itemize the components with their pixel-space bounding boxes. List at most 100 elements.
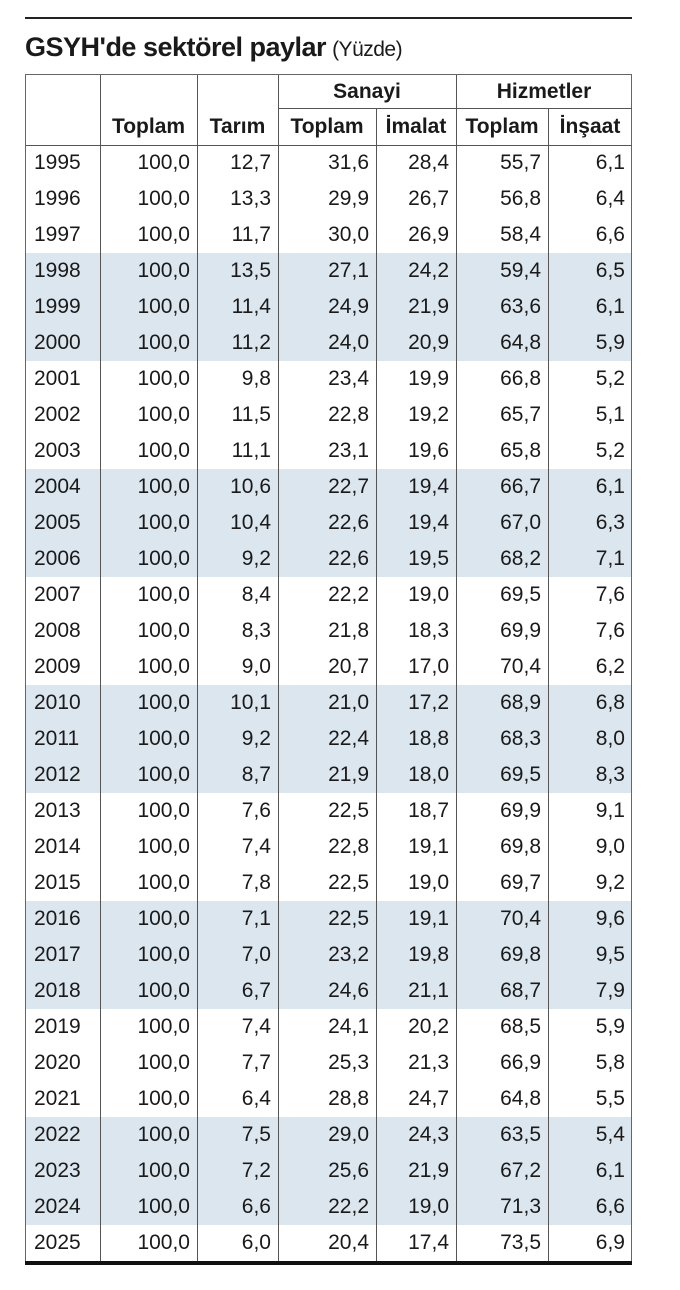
year-cell: 1997 (34, 223, 81, 246)
value-cell: 21,1 (408, 979, 449, 1002)
value-cell: 23,2 (328, 943, 369, 966)
column-rule (278, 75, 279, 1261)
value-cell: 17,2 (408, 691, 449, 714)
value-cell: 68,7 (500, 979, 541, 1002)
value-cell: 22,5 (328, 871, 369, 894)
year-cell: 2006 (34, 547, 81, 570)
year-cell: 2001 (34, 367, 81, 390)
value-cell: 6,8 (595, 691, 625, 714)
value-cell: 21,9 (328, 763, 369, 786)
value-cell: 6,3 (595, 511, 625, 534)
value-cell: 68,5 (500, 1015, 541, 1038)
value-cell: 6,0 (241, 1231, 271, 1254)
value-cell: 70,4 (500, 907, 541, 930)
value-cell: 22,2 (328, 1195, 369, 1218)
value-cell: 11,2 (231, 331, 271, 354)
group-header: Hizmetler (496, 80, 592, 103)
value-cell: 69,8 (500, 943, 541, 966)
value-cell: 100,0 (137, 763, 190, 786)
value-cell: 20,9 (408, 331, 449, 354)
value-cell: 29,0 (328, 1123, 369, 1146)
value-cell: 6,4 (241, 1087, 271, 1110)
value-cell: 69,5 (500, 763, 541, 786)
value-cell: 6,2 (595, 655, 625, 678)
value-cell: 18,7 (408, 799, 449, 822)
value-cell: 100,0 (137, 835, 190, 858)
value-cell: 65,7 (500, 403, 541, 426)
value-cell: 100,0 (137, 907, 190, 930)
value-cell: 17,0 (408, 655, 449, 678)
row-stripe (26, 685, 631, 721)
value-cell: 6,1 (595, 151, 625, 174)
value-cell: 71,3 (500, 1195, 541, 1218)
value-cell: 8,3 (595, 763, 625, 786)
value-cell: 17,4 (408, 1231, 449, 1254)
value-cell: 21,0 (328, 691, 369, 714)
value-cell: 64,8 (500, 331, 541, 354)
year-cell: 2016 (34, 907, 81, 930)
value-cell: 100,0 (137, 475, 190, 498)
value-cell: 6,1 (595, 1159, 625, 1182)
value-cell: 6,6 (241, 1195, 271, 1218)
value-cell: 100,0 (137, 151, 190, 174)
value-cell: 6,1 (595, 295, 625, 318)
row-stripe (26, 469, 631, 505)
value-cell: 8,4 (241, 583, 271, 606)
value-cell: 19,0 (408, 871, 449, 894)
year-cell: 2022 (34, 1123, 81, 1146)
value-cell: 19,2 (408, 403, 449, 426)
value-cell: 19,1 (408, 907, 449, 930)
year-cell: 2012 (34, 763, 81, 786)
year-cell: 2023 (34, 1159, 81, 1182)
column-rule (548, 108, 549, 1261)
year-cell: 2013 (34, 799, 81, 822)
column-rule (376, 108, 377, 1261)
group-header: Sanayi (333, 80, 401, 103)
value-cell: 19,0 (408, 583, 449, 606)
value-cell: 7,7 (241, 1051, 271, 1074)
value-cell: 23,4 (328, 367, 369, 390)
value-cell: 100,0 (137, 1159, 190, 1182)
value-cell: 24,2 (408, 259, 449, 282)
value-cell: 21,3 (408, 1051, 449, 1074)
row-stripe (26, 541, 631, 577)
value-cell: 6,6 (595, 223, 625, 246)
column-header: Toplam (465, 115, 539, 138)
value-cell: 66,8 (500, 367, 541, 390)
value-cell: 6,4 (595, 187, 625, 210)
value-cell: 9,2 (241, 547, 271, 570)
value-cell: 100,0 (137, 1087, 190, 1110)
value-cell: 24,6 (328, 979, 369, 1002)
value-cell: 69,5 (500, 583, 541, 606)
year-cell: 2017 (34, 943, 81, 966)
value-cell: 19,6 (408, 439, 449, 462)
year-cell: 2002 (34, 403, 81, 426)
value-cell: 5,5 (595, 1087, 625, 1110)
value-cell: 100,0 (137, 295, 190, 318)
value-cell: 5,2 (595, 367, 625, 390)
value-cell: 69,8 (500, 835, 541, 858)
value-cell: 19,4 (408, 511, 449, 534)
value-cell: 63,5 (500, 1123, 541, 1146)
title-text: GSYH'de sektörel paylar (25, 32, 327, 62)
value-cell: 5,9 (595, 1015, 625, 1038)
value-cell: 6,9 (595, 1231, 625, 1254)
row-stripe (26, 289, 631, 325)
value-cell: 69,9 (500, 799, 541, 822)
value-cell: 21,9 (408, 295, 449, 318)
value-cell: 20,7 (328, 655, 369, 678)
row-stripe (26, 937, 631, 973)
value-cell: 6,6 (595, 1195, 625, 1218)
value-cell: 26,7 (408, 187, 449, 210)
year-cell: 2025 (34, 1231, 81, 1254)
value-cell: 10,6 (230, 475, 271, 498)
value-cell: 67,2 (500, 1159, 541, 1182)
value-cell: 23,1 (328, 439, 369, 462)
value-cell: 22,4 (328, 727, 369, 750)
value-cell: 100,0 (137, 619, 190, 642)
value-cell: 22,6 (328, 547, 369, 570)
value-cell: 100,0 (137, 871, 190, 894)
value-cell: 19,4 (408, 475, 449, 498)
value-cell: 67,0 (500, 511, 541, 534)
year-cell: 2008 (34, 619, 81, 642)
